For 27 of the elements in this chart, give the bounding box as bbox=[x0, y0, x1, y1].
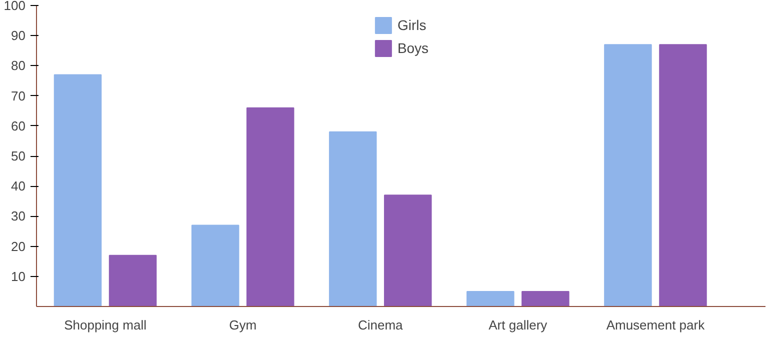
bar bbox=[108, 254, 157, 306]
bar bbox=[604, 44, 652, 306]
y-tick-label: 10 bbox=[11, 268, 26, 284]
bar bbox=[659, 44, 707, 306]
y-tick-label: 100 bbox=[4, 0, 26, 13]
x-tick-label: Shopping mall bbox=[64, 318, 147, 332]
y-tick-label: 80 bbox=[11, 58, 26, 74]
y-tick-label: 90 bbox=[11, 28, 26, 44]
y-tick-label: 20 bbox=[11, 238, 26, 254]
y-tick-label: 30 bbox=[11, 208, 26, 224]
bar bbox=[384, 194, 432, 306]
y-tick-label: 40 bbox=[11, 178, 26, 194]
x-tick-label: Art gallery bbox=[488, 318, 548, 332]
legend-label: Boys bbox=[397, 40, 429, 56]
y-tick-label: 50 bbox=[11, 148, 26, 164]
y-tick-label: 60 bbox=[11, 118, 26, 134]
x-tick-label: Cinema bbox=[358, 318, 404, 332]
bar bbox=[54, 74, 102, 306]
x-tick-label: Gym bbox=[229, 318, 257, 332]
bar bbox=[328, 131, 377, 306]
bar bbox=[466, 290, 514, 306]
y-tick-label: 70 bbox=[11, 88, 26, 104]
bar bbox=[191, 224, 240, 306]
bar bbox=[246, 107, 294, 306]
x-tick-label: Amusement park bbox=[606, 318, 706, 332]
bar bbox=[522, 290, 570, 306]
legend-label: Girls bbox=[397, 17, 426, 33]
